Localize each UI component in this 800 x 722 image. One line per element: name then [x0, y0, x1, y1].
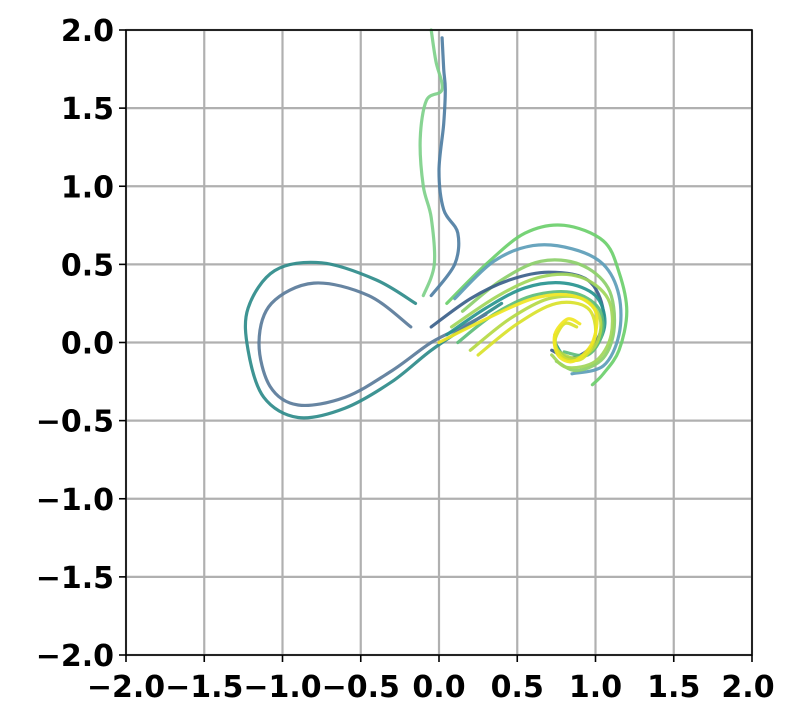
x-tick-label: 0.5	[491, 670, 544, 705]
trajectory-series	[243, 28, 629, 420]
y-tick-label: −0.5	[36, 405, 114, 440]
trajectory-line-12	[437, 293, 599, 364]
y-tick-label: 2.0	[61, 14, 114, 49]
x-tick-labels: −2.0 −1.5 −1.0 −0.5 0.0 0.5 1.0 1.5 2.0	[87, 670, 775, 705]
x-tick-label: 1.5	[647, 670, 700, 705]
x-tick-label: 1.0	[569, 670, 622, 705]
x-tick-label: 0.0	[412, 670, 465, 705]
trajectory-line-10	[468, 294, 603, 360]
trajectory-line-0	[243, 260, 504, 420]
axes	[119, 29, 753, 662]
trajectory-line-1	[257, 281, 488, 408]
y-tick-label: 1.0	[61, 170, 114, 205]
y-tick-label: −1.5	[36, 561, 114, 596]
trajectory-line-3	[429, 36, 461, 298]
y-tick-label: 0.5	[61, 248, 114, 283]
trajectory-line-5	[453, 243, 623, 376]
x-tick-label: −1.0	[243, 670, 321, 705]
y-tick-label: −1.0	[36, 483, 114, 518]
y-tick-label: 1.5	[61, 92, 114, 127]
y-tick-labels: −2.0 −1.5 −1.0 −0.5 0.0 0.5 1.0 1.5 2.0	[36, 14, 114, 674]
x-tick-label: −2.0	[87, 670, 165, 705]
trajectory-line-13	[449, 272, 615, 370]
trajectory-line-2	[418, 28, 444, 298]
trajectory-line-6	[460, 258, 617, 373]
y-tick-label: −2.0	[36, 639, 114, 674]
x-tick-label: −1.5	[165, 670, 243, 705]
trajectory-line-4	[445, 223, 629, 387]
y-tick-label: 0.0	[61, 327, 114, 362]
x-tick-label: −0.5	[322, 670, 400, 705]
x-tick-label: 2.0	[721, 670, 774, 705]
